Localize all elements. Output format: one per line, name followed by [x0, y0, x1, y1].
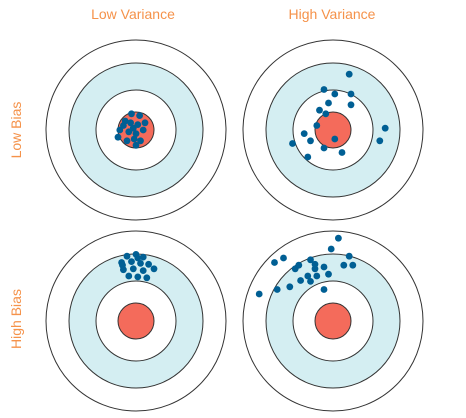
hit-point [313, 122, 321, 129]
hit-point [313, 272, 321, 280]
hit-point [129, 124, 137, 132]
hit-point [338, 149, 346, 156]
hit-point [381, 124, 389, 132]
hit-point [307, 137, 314, 145]
hit-point [316, 106, 323, 114]
hit-point [347, 90, 355, 98]
hit-point [320, 286, 328, 293]
hit-point [129, 265, 137, 273]
hit-point [295, 261, 303, 269]
hit-point [132, 141, 140, 149]
hit-point [141, 119, 149, 127]
hit-point [137, 137, 144, 145]
hit-point [349, 261, 357, 269]
hit-point [150, 265, 158, 273]
hit-point [325, 270, 332, 278]
hit-point [297, 277, 304, 284]
hit-point [120, 122, 127, 129]
hit-point [307, 278, 314, 285]
hit-point [345, 70, 353, 78]
hit-point [280, 254, 287, 262]
hit-point [145, 260, 153, 268]
hit-point [123, 137, 131, 145]
hit-point [300, 130, 308, 138]
hit-point [255, 290, 263, 298]
target-high-bias-high-variance [242, 230, 424, 412]
hit-point [139, 267, 147, 274]
hit-point [335, 234, 342, 242]
target-high-bias-low-variance [45, 230, 227, 412]
hit-point [132, 130, 140, 138]
bullseye [314, 302, 352, 340]
column-label-high-variance: High Variance [288, 6, 376, 22]
hit-point [322, 110, 330, 118]
hit-point [273, 286, 281, 293]
hit-point [325, 99, 332, 107]
hit-point [286, 283, 294, 291]
target-low-bias-high-variance [242, 39, 424, 221]
hit-point [347, 101, 355, 109]
hit-point [137, 260, 144, 267]
hit-point [331, 135, 339, 143]
hit-point [136, 112, 144, 119]
hit-point [376, 137, 384, 145]
hit-point [139, 253, 147, 261]
hit-point [139, 126, 147, 134]
hit-point [114, 133, 122, 141]
hit-point [320, 263, 328, 271]
hit-point [143, 274, 151, 282]
hit-point [331, 90, 339, 98]
hit-point [119, 261, 126, 269]
hit-point [123, 252, 131, 260]
hit-point [345, 252, 353, 260]
hit-point [320, 86, 328, 93]
hit-point [134, 254, 142, 262]
hit-point [128, 110, 135, 118]
hit-point [311, 260, 319, 268]
hit-point [307, 256, 314, 264]
hit-point [289, 140, 296, 147]
hit-point [127, 119, 134, 127]
hit-point [304, 153, 312, 161]
hit-point [128, 258, 135, 265]
bullseye [117, 302, 155, 340]
hit-point [134, 273, 142, 281]
bullseye [314, 111, 352, 149]
target-low-bias-low-variance [45, 39, 227, 221]
hit-point [327, 245, 335, 253]
hit-point [130, 135, 138, 143]
hit-point [340, 261, 348, 269]
column-label-low-variance: Low Variance [91, 6, 175, 22]
hit-point [320, 144, 328, 152]
hit-point [304, 272, 312, 280]
hit-point [271, 259, 278, 266]
hit-point [125, 272, 133, 280]
